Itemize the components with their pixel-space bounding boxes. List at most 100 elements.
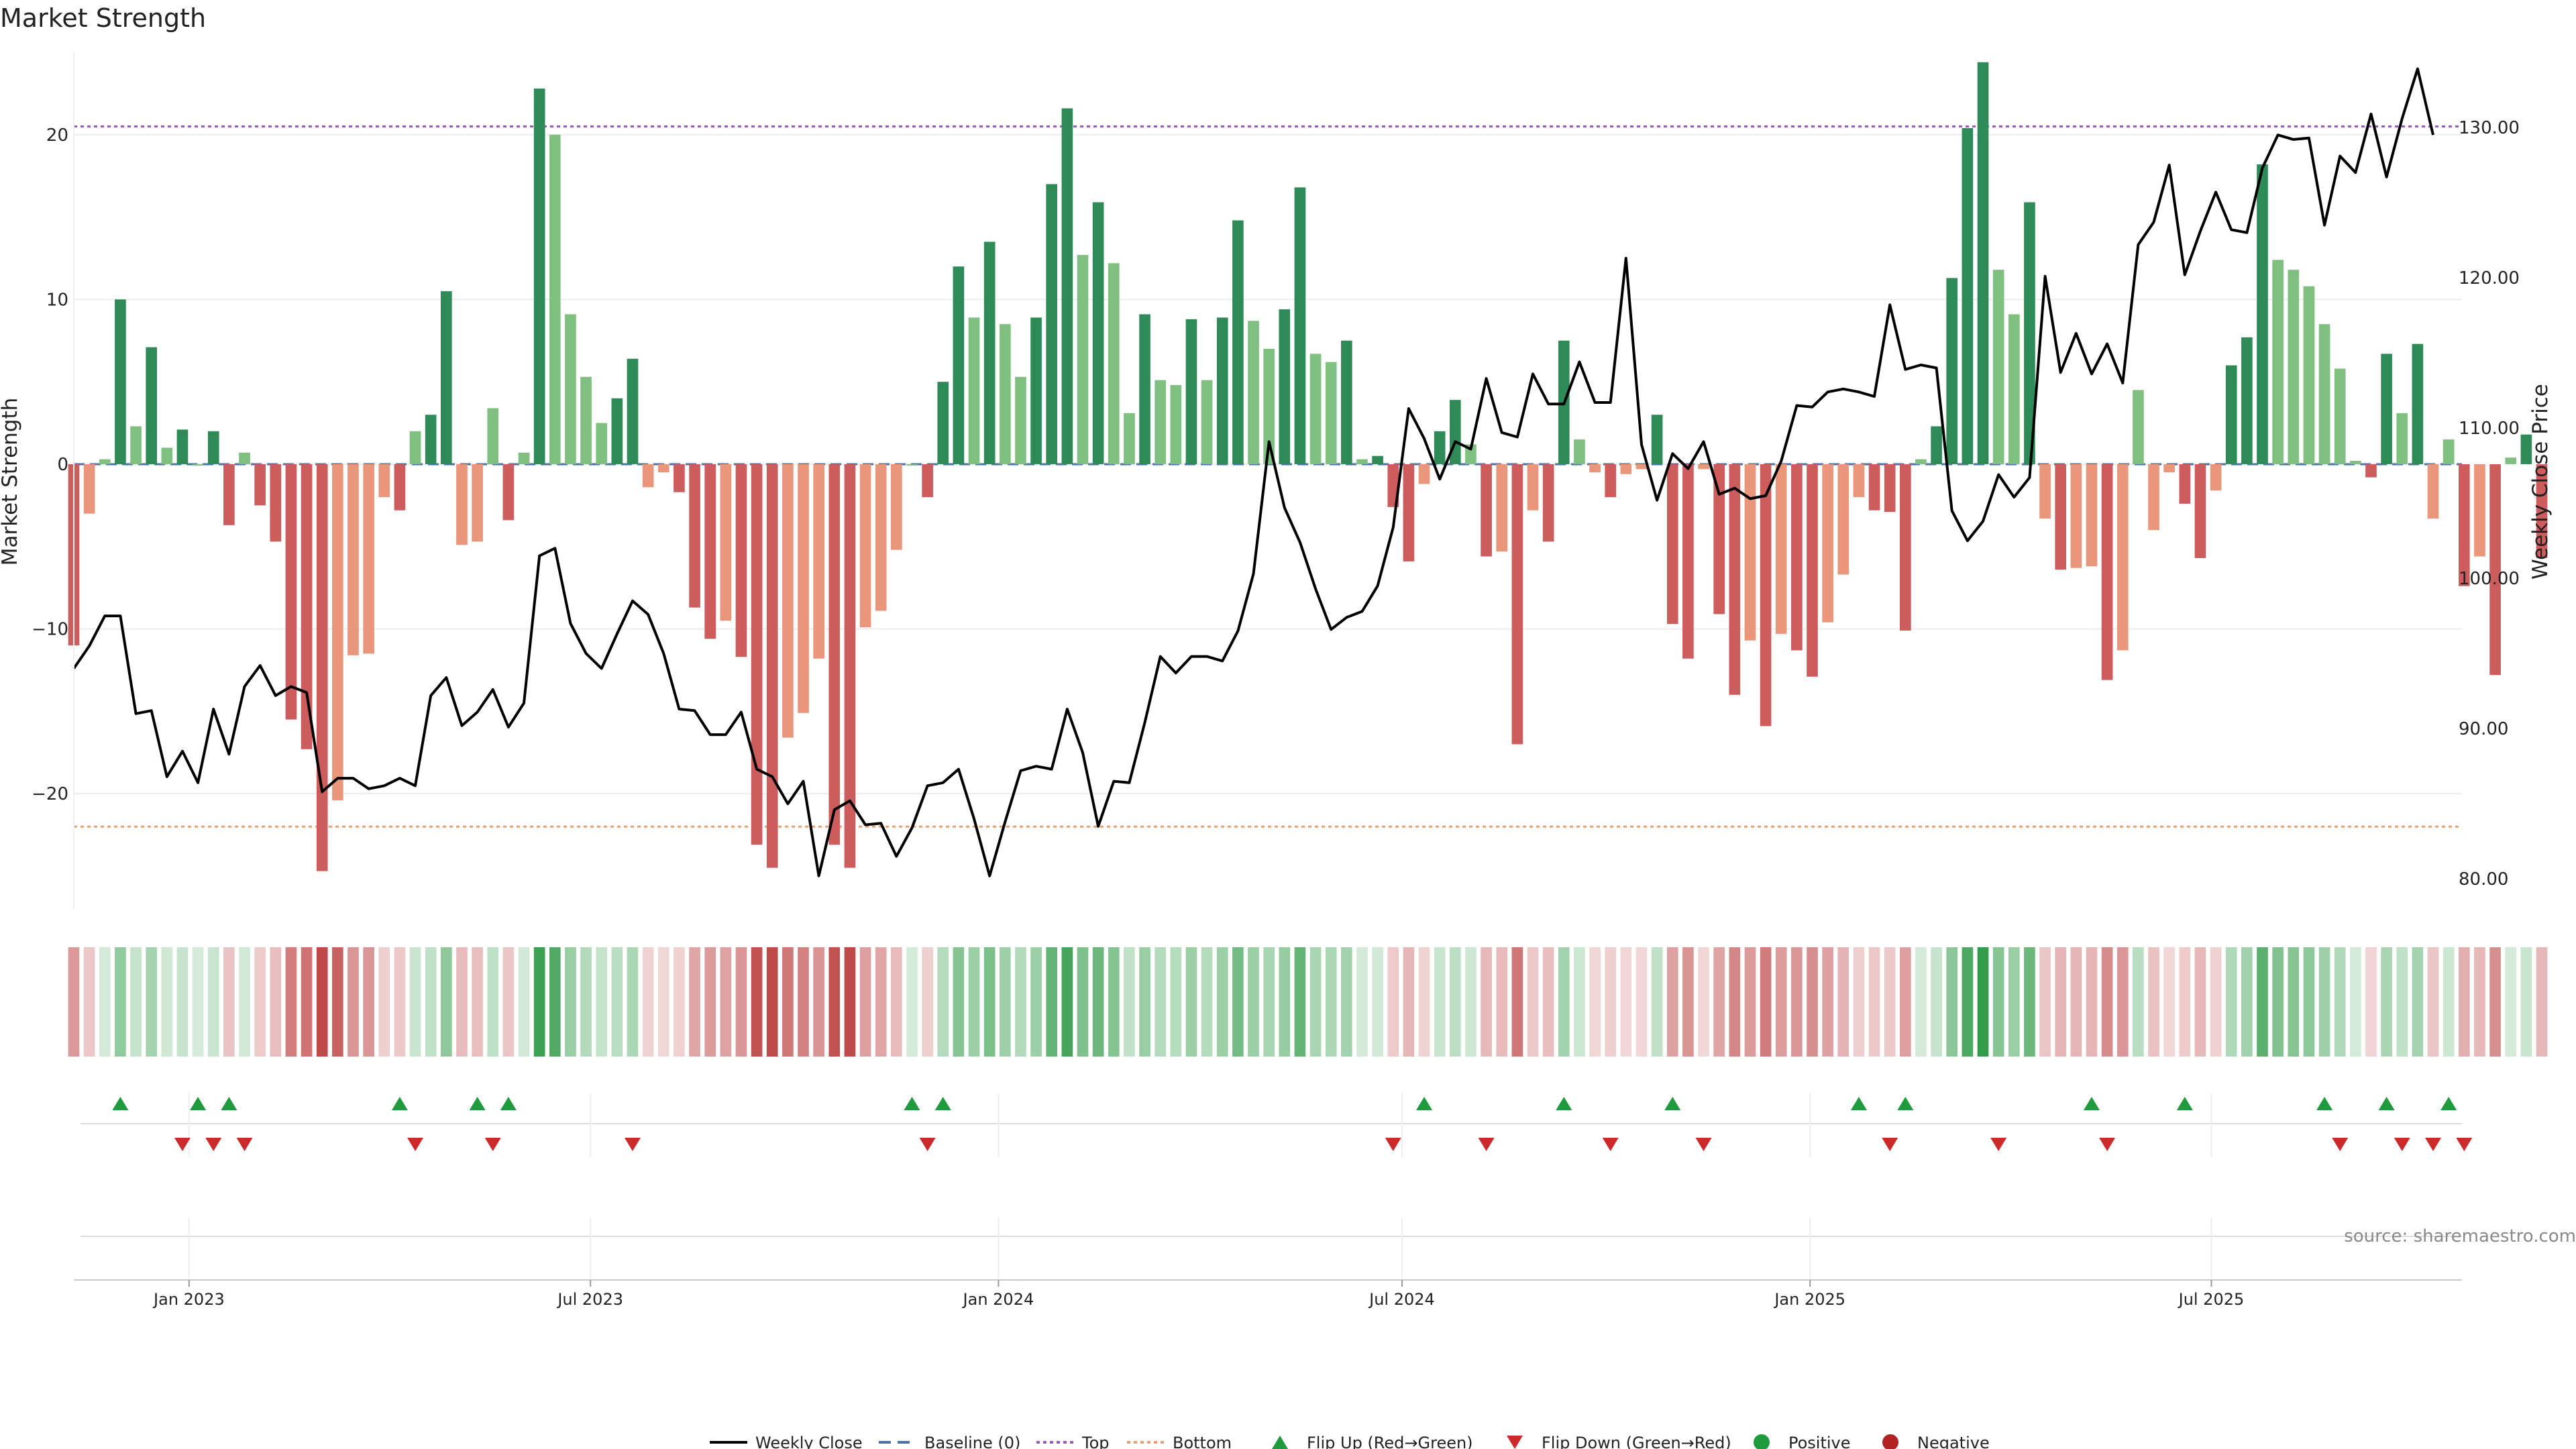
strength-bar <box>1248 321 1259 464</box>
heatmap-cell <box>1263 947 1275 1057</box>
heatmap-cell <box>782 947 794 1057</box>
strength-bar <box>844 464 856 868</box>
heatmap-cell <box>2427 947 2439 1057</box>
y2-tick-label: 110.00 <box>2459 419 2520 439</box>
heatmap-cell <box>2024 947 2035 1057</box>
heatmap-cell <box>1915 947 1927 1057</box>
heatmap-cell <box>1387 947 1399 1057</box>
strength-bar <box>2427 464 2439 519</box>
heatmap-cell <box>1605 947 1617 1057</box>
heatmap-cell <box>1309 947 1322 1057</box>
flip-up-marker <box>469 1097 486 1110</box>
heatmap-cell <box>2334 947 2346 1057</box>
strength-bar <box>347 464 359 655</box>
y-tick-label: 0 <box>57 455 68 475</box>
strength-bar <box>859 464 871 628</box>
strength-bar <box>798 464 809 713</box>
heatmap-cell <box>1216 947 1228 1057</box>
heatmap-cell <box>751 947 763 1057</box>
strength-bar <box>1666 464 1678 625</box>
flip-up-marker <box>1897 1097 1914 1110</box>
heatmap-cell <box>580 947 592 1057</box>
heatmap-cell <box>565 947 576 1057</box>
heatmap-cell <box>394 947 406 1057</box>
strength-bar <box>2458 464 2470 586</box>
heatmap-cell <box>2070 947 2082 1057</box>
flip-up-marker <box>2378 1097 2395 1110</box>
strength-bar <box>1216 317 1228 464</box>
heatmap-cell <box>2412 947 2424 1057</box>
strength-bar <box>2101 464 2113 680</box>
heatmap-cell <box>1279 947 1291 1057</box>
heatmap-cell <box>1356 947 1368 1057</box>
heatmap-cell <box>1682 947 1694 1057</box>
strength-bar <box>1992 270 2004 464</box>
flip-down-marker <box>236 1138 253 1151</box>
flip-up-marker <box>1664 1097 1681 1110</box>
y-tick-label: 10 <box>46 290 68 310</box>
legend-item: Bottom <box>1127 1434 1232 1449</box>
flip-down-marker <box>407 1138 424 1151</box>
strength-bar <box>1403 464 1415 561</box>
heatmap-cell <box>2396 947 2408 1057</box>
heatmap-cell <box>1481 947 1492 1057</box>
flip-down-marker <box>1990 1138 2007 1151</box>
heatmap-cell <box>1946 947 1958 1057</box>
strength-bar <box>254 464 266 506</box>
strength-bar <box>2489 464 2501 676</box>
heatmap-cell <box>2318 947 2330 1057</box>
strength-bar <box>1015 376 1026 464</box>
strength-bar <box>2179 464 2191 504</box>
strength-bar <box>270 464 282 542</box>
heatmap-cell <box>2039 947 2051 1057</box>
strength-bar <box>735 464 747 657</box>
flip-down-marker <box>1385 1138 1401 1151</box>
strength-bar <box>968 317 980 464</box>
heatmap-cell <box>223 947 235 1057</box>
heatmap-cell <box>2272 947 2284 1057</box>
heatmap-cell <box>2365 947 2377 1057</box>
heatmap-cell <box>689 947 700 1057</box>
strength-bar <box>2163 464 2176 473</box>
heatmap-cell <box>2474 947 2485 1057</box>
heatmap-cell <box>1372 947 1383 1057</box>
flip-up-marker <box>1416 1097 1433 1110</box>
strength-bar <box>1170 385 1182 464</box>
strength-bar <box>316 464 328 871</box>
heatmap-cell <box>2443 947 2455 1057</box>
legend-swatch-circle <box>1754 1434 1770 1449</box>
flip-down-marker <box>2425 1138 2442 1151</box>
y-tick-label: −20 <box>32 784 68 804</box>
strength-bar <box>2365 464 2377 478</box>
strength-bar <box>440 291 452 464</box>
strength-bar <box>2039 464 2051 519</box>
strength-bar <box>1077 255 1089 464</box>
heatmap-cell <box>627 947 639 1057</box>
strength-bar <box>2272 260 2284 464</box>
strength-bar <box>1589 464 1601 473</box>
legend-label: Positive <box>1788 1434 1851 1449</box>
heatmap-cell <box>2381 947 2392 1057</box>
strength-bar <box>906 464 918 466</box>
strength-bar <box>363 464 374 654</box>
heatmap-cell <box>378 947 390 1057</box>
heatmap-cell <box>1651 947 1663 1057</box>
heatmap-cell <box>2489 947 2501 1057</box>
strength-bar <box>2133 390 2144 464</box>
x-tick-label: Jul 2024 <box>1368 1290 1435 1309</box>
heatmap-cell <box>2163 947 2176 1057</box>
heatmap-cell <box>1232 947 1244 1057</box>
strength-bar <box>953 266 965 464</box>
strength-bar <box>1915 459 1927 464</box>
heatmap-cell <box>1170 947 1182 1057</box>
heatmap-cell <box>1465 947 1477 1057</box>
strength-bar <box>1868 464 1880 511</box>
heatmap-cell <box>1760 947 1772 1057</box>
strength-bar <box>425 415 437 464</box>
flip-up-marker <box>190 1097 207 1110</box>
x-tick-label: Jul 2025 <box>2178 1290 2245 1309</box>
legend-item: Flip Down (Green→Red) <box>1507 1434 1731 1449</box>
flip-down-marker <box>1882 1138 1898 1151</box>
flip-down-marker <box>2099 1138 2116 1151</box>
heatmap-cell <box>1325 947 1337 1057</box>
